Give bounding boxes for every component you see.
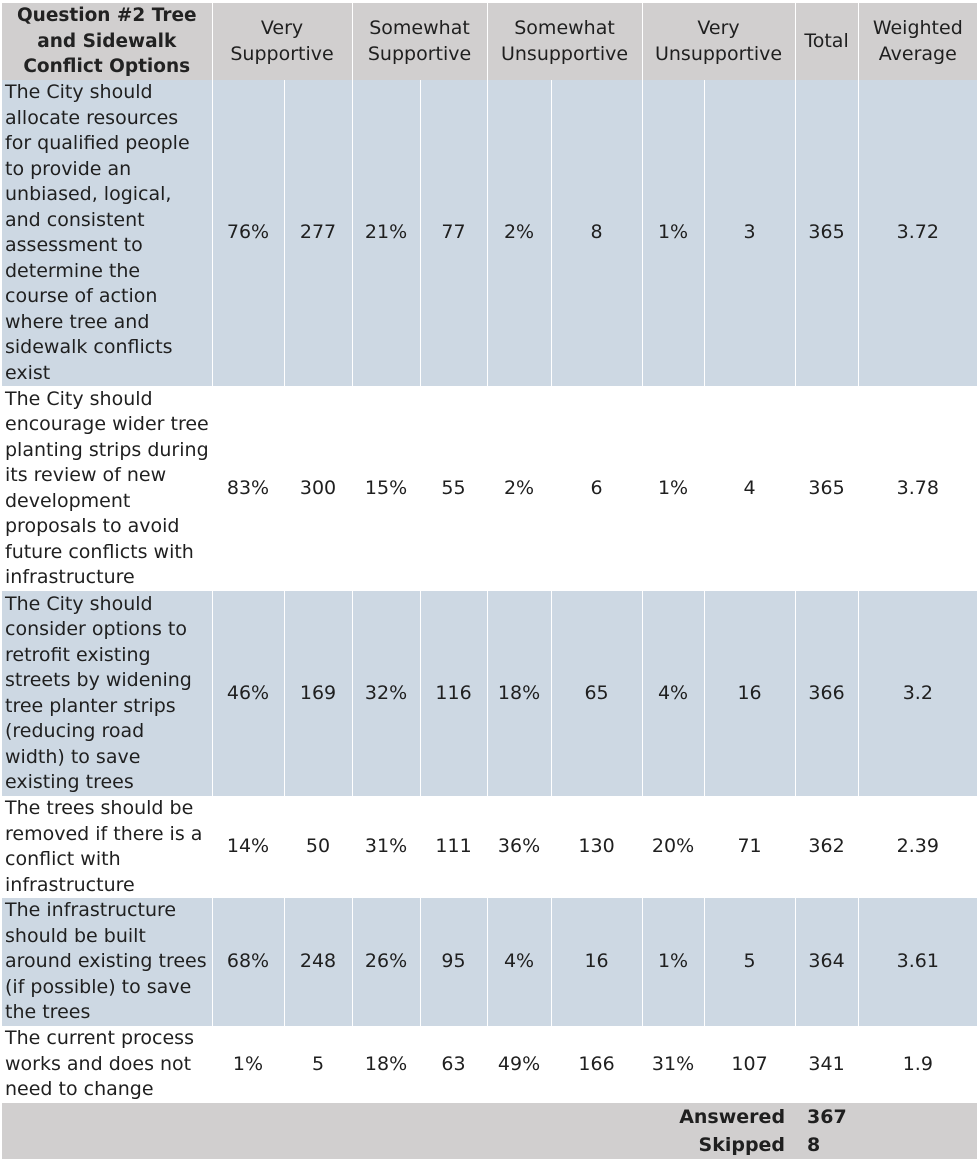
somewhat-unsupportive-header: Somewhat Unsupportive xyxy=(486,3,643,80)
total-value: 364 xyxy=(794,898,859,1026)
table-row: The City should consider options to retr… xyxy=(2,591,978,796)
answered-label: Answered xyxy=(2,1102,796,1131)
skipped-row: Skipped 8 xyxy=(2,1130,978,1159)
somewhat-supportive-percent: 31% xyxy=(351,796,421,898)
very-unsupportive-percent: 1% xyxy=(641,898,705,1026)
very-unsupportive-percent: 4% xyxy=(641,591,705,796)
very-unsupportive-count: 5 xyxy=(703,898,796,1026)
somewhat-unsupportive-count: 65 xyxy=(550,591,643,796)
very-supportive-percent: 83% xyxy=(211,386,284,591)
table-row: The infrastructure should be built aroun… xyxy=(2,898,978,1026)
total-value: 365 xyxy=(794,386,859,591)
weighted-average-value: 3.78 xyxy=(857,386,978,591)
very-unsupportive-percent: 20% xyxy=(641,796,705,898)
somewhat-unsupportive-count: 8 xyxy=(550,80,643,386)
very-unsupportive-percent: 31% xyxy=(641,1026,705,1103)
somewhat-supportive-percent: 26% xyxy=(351,898,421,1026)
table-row: The City should allocate resources for q… xyxy=(2,80,978,386)
somewhat-unsupportive-percent: 2% xyxy=(486,386,552,591)
somewhat-unsupportive-count: 130 xyxy=(550,796,643,898)
option-text: The infrastructure should be built aroun… xyxy=(2,898,212,1026)
somewhat-supportive-count: 111 xyxy=(419,796,488,898)
answered-row: Answered 367 xyxy=(2,1102,978,1131)
very-supportive-header: Very Supportive xyxy=(211,3,353,80)
weighted-average-value: 3.61 xyxy=(857,898,978,1026)
very-supportive-percent: 14% xyxy=(211,796,284,898)
very-unsupportive-percent: 1% xyxy=(641,80,705,386)
skipped-value: 8 xyxy=(795,1130,978,1159)
table-row: The City should encourage wider tree pla… xyxy=(2,386,978,591)
very-supportive-percent: 1% xyxy=(211,1026,284,1103)
somewhat-unsupportive-percent: 36% xyxy=(486,796,552,898)
table-row: The trees should be removed if there is … xyxy=(2,796,978,898)
somewhat-supportive-count: 95 xyxy=(419,898,488,1026)
somewhat-supportive-percent: 21% xyxy=(351,80,421,386)
very-supportive-count: 50 xyxy=(283,796,353,898)
somewhat-unsupportive-percent: 49% xyxy=(486,1026,552,1103)
option-text: The trees should be removed if there is … xyxy=(2,796,212,898)
skipped-label: Skipped xyxy=(2,1130,796,1159)
table-row: The current process works and does not n… xyxy=(2,1026,978,1103)
somewhat-unsupportive-percent: 2% xyxy=(486,80,552,386)
somewhat-unsupportive-count: 16 xyxy=(550,898,643,1026)
somewhat-supportive-count: 116 xyxy=(419,591,488,796)
somewhat-supportive-header: Somewhat Supportive xyxy=(351,3,488,80)
somewhat-supportive-percent: 18% xyxy=(351,1026,421,1103)
option-text: The current process works and does not n… xyxy=(2,1026,212,1103)
very-supportive-count: 5 xyxy=(283,1026,353,1103)
very-unsupportive-count: 107 xyxy=(703,1026,796,1103)
survey-results-table: Question #2 Tree and Sidewalk Conflict O… xyxy=(2,3,978,1159)
very-unsupportive-count: 4 xyxy=(703,386,796,591)
very-supportive-count: 248 xyxy=(283,898,353,1026)
very-unsupportive-count: 16 xyxy=(703,591,796,796)
somewhat-supportive-count: 77 xyxy=(419,80,488,386)
weighted-average-value: 3.72 xyxy=(857,80,978,386)
very-supportive-count: 300 xyxy=(283,386,353,591)
option-text: The City should encourage wider tree pla… xyxy=(2,386,212,591)
option-text: The City should consider options to retr… xyxy=(2,591,212,796)
total-value: 341 xyxy=(794,1026,859,1103)
very-supportive-count: 277 xyxy=(283,80,353,386)
somewhat-supportive-count: 63 xyxy=(419,1026,488,1103)
somewhat-supportive-count: 55 xyxy=(419,386,488,591)
total-value: 365 xyxy=(794,80,859,386)
very-supportive-count: 169 xyxy=(283,591,353,796)
answered-value: 367 xyxy=(795,1102,978,1131)
header-row: Question #2 Tree and Sidewalk Conflict O… xyxy=(2,3,978,80)
very-supportive-percent: 76% xyxy=(211,80,284,386)
weighted-average-value: 1.9 xyxy=(857,1026,978,1103)
very-unsupportive-header: Very Unsupportive xyxy=(641,3,796,80)
question-header: Question #2 Tree and Sidewalk Conflict O… xyxy=(2,3,212,80)
total-value: 366 xyxy=(794,591,859,796)
somewhat-unsupportive-percent: 18% xyxy=(486,591,552,796)
somewhat-unsupportive-percent: 4% xyxy=(486,898,552,1026)
very-unsupportive-count: 3 xyxy=(703,80,796,386)
weighted-average-header: Weighted Average xyxy=(857,3,978,80)
very-supportive-percent: 68% xyxy=(211,898,284,1026)
very-supportive-percent: 46% xyxy=(211,591,284,796)
weighted-average-value: 3.2 xyxy=(857,591,978,796)
very-unsupportive-count: 71 xyxy=(703,796,796,898)
somewhat-unsupportive-count: 6 xyxy=(550,386,643,591)
somewhat-supportive-percent: 32% xyxy=(351,591,421,796)
very-unsupportive-percent: 1% xyxy=(641,386,705,591)
somewhat-supportive-percent: 15% xyxy=(351,386,421,591)
total-value: 362 xyxy=(794,796,859,898)
somewhat-unsupportive-count: 166 xyxy=(550,1026,643,1103)
weighted-average-value: 2.39 xyxy=(857,796,978,898)
total-header: Total xyxy=(794,3,859,80)
option-text: The City should allocate resources for q… xyxy=(2,80,212,386)
